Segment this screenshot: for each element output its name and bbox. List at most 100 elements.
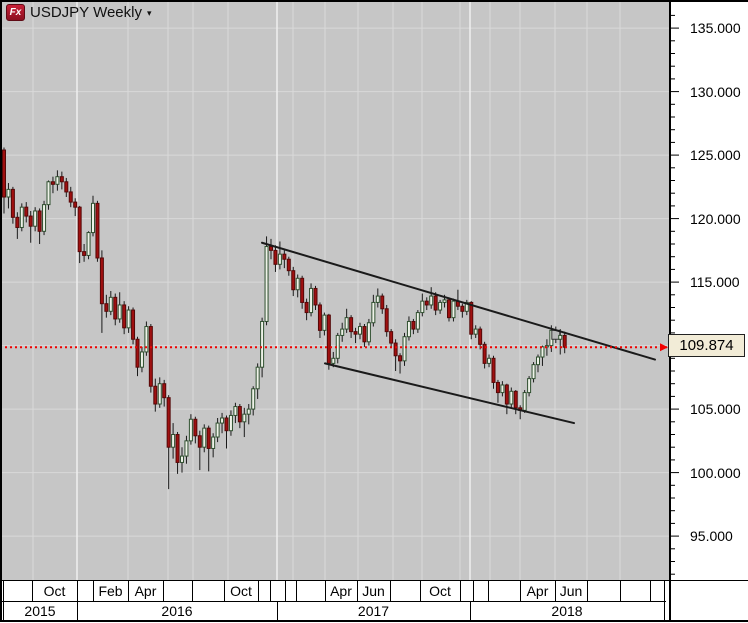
price-tick-label: 95.000 [690,528,733,545]
axis-tick [671,497,675,499]
axis-tick [671,65,675,67]
axis-tick [671,78,675,80]
candle-up [211,436,216,449]
axis-tick [671,141,675,143]
month-label: Apr [330,583,352,599]
frame-line [0,620,748,622]
month-cell-divider [420,580,421,601]
axis-tick [671,548,675,550]
year-label: 2018 [551,603,583,619]
year-cell-divider [277,601,278,621]
month-cell-divider [224,580,225,601]
candle-up [19,206,24,228]
candle-down [380,295,385,310]
month-cell-divider [296,580,297,601]
candle-down [447,299,451,319]
month-cell-divider [128,580,129,601]
candle-down [10,188,15,218]
candle-down [562,334,567,348]
trendline-channel-upper[interactable] [261,241,656,361]
candle-up [402,336,407,362]
candle-down [362,326,367,343]
candle-down [64,181,69,193]
candle-up [228,414,233,432]
candle-down [478,328,483,345]
month-cell-divider [258,580,259,601]
year-cell-divider [470,601,471,621]
candle-up [264,246,269,322]
candle-down [469,301,474,335]
candle-up [406,320,411,338]
month-label: Apr [134,583,157,599]
candle-down [326,314,331,364]
candle-down [313,287,318,306]
month-cell-divider [460,580,461,601]
candle-down [513,390,518,409]
candle-up [242,413,247,423]
candle-down [15,216,20,228]
symbol-label: USDJPY Weekly [30,4,142,21]
candle-up [6,188,11,198]
chart-plot-area[interactable] [0,0,669,580]
candle-down [99,257,104,305]
axis-tick [671,408,679,410]
candle-down [398,355,403,362]
axis-tick [671,357,675,359]
frame-line [0,0,748,2]
candle-down [300,277,305,303]
candle-up [340,328,345,336]
candle-up [277,253,282,265]
axis-tick [671,561,675,562]
candle-down [349,317,354,333]
year-label: 2015 [24,603,56,619]
fx-icon: Fx [6,4,25,21]
month-cell-divider [93,580,94,601]
candle-down [304,301,309,314]
month-cell-divider [357,580,358,601]
candle-up [438,301,443,311]
year-cell-divider [77,601,78,621]
candle-up [117,304,122,320]
price-tick-label: 135.000 [690,20,741,37]
candle-down [269,246,273,251]
axis-tick [671,40,675,42]
candle-up [188,418,193,442]
axis-tick [671,281,679,283]
candle-up [375,295,380,303]
candle-down [153,385,158,405]
month-cell-divider [270,580,271,601]
price-tick-label: 105.000 [690,401,741,418]
candle-down [286,258,291,272]
axis-tick [671,53,675,54]
candle-down [482,343,487,364]
year-cell-divider [664,601,665,621]
candle-up [91,202,95,234]
trendline-channel-lower[interactable] [324,362,575,425]
candle-down [491,357,496,383]
candle-down [424,300,429,306]
candle-up [531,364,536,380]
candle-up [55,176,60,185]
candle-up [322,314,327,331]
candle-up [180,455,184,463]
candle-up [126,309,131,329]
axis-tick [671,395,675,397]
month-cell-divider [3,580,4,601]
candle-down [95,202,100,259]
candle-down [175,434,180,463]
candle-down [224,417,229,432]
candle-up [46,181,51,206]
axis-tick [671,332,675,334]
symbol-dropdown[interactable]: Fx USDJPY Weekly ▾ [6,4,152,21]
axis-tick [671,446,675,448]
candle-up [371,301,376,324]
candle-up [464,301,469,312]
candle-down [77,206,82,253]
month-label: Oct [230,583,252,599]
candle-down [28,215,33,227]
axis-tick [671,510,675,512]
candle-up [144,326,149,353]
month-cell-divider [650,580,651,601]
axis-tick [671,484,675,486]
